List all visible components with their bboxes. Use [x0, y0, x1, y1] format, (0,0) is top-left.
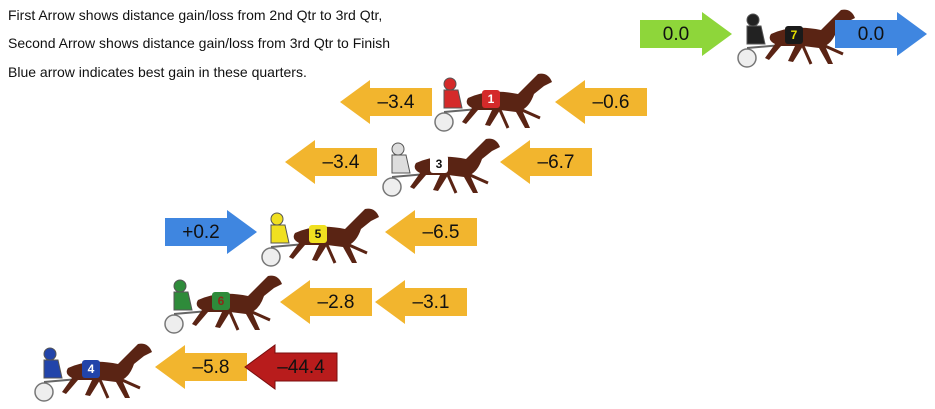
driver-body	[747, 26, 765, 44]
diagram: First Arrow shows distance gain/loss fro…	[0, 0, 935, 409]
page: First Arrow shows distance gain/loss fro…	[0, 0, 935, 409]
horse-body	[410, 139, 500, 193]
driver-body	[44, 360, 62, 378]
arrow-label: –6.7	[538, 152, 575, 173]
horse-icon: 6	[165, 276, 282, 333]
header-line: Blue arrow indicates best gain in these …	[8, 64, 307, 80]
sulky-wheel	[35, 383, 53, 401]
sulky-wheel	[738, 49, 756, 67]
horse-number: 5	[315, 227, 322, 241]
horse-number: 1	[488, 92, 495, 106]
horse-icon: 5	[262, 209, 379, 266]
sulky-wheel	[262, 248, 280, 266]
horse-body	[192, 276, 282, 330]
horse-body	[289, 209, 379, 263]
horse-body	[462, 74, 552, 128]
horse-number: 7	[791, 28, 798, 42]
driver-head	[747, 14, 759, 26]
arrow-label: –3.1	[413, 292, 450, 313]
arrow-label: –2.8	[318, 292, 355, 313]
horse-number: 3	[436, 157, 443, 171]
sulky-wheel	[165, 315, 183, 333]
horse-icon: 1	[435, 74, 552, 131]
driver-head	[174, 280, 186, 292]
driver-body	[444, 90, 462, 108]
horse-body	[62, 344, 152, 398]
arrow-label: –44.4	[277, 357, 325, 378]
driver-head	[444, 78, 456, 90]
driver-head	[271, 213, 283, 225]
horse-icon: 3	[383, 139, 500, 196]
driver-body	[392, 155, 410, 173]
sulky-wheel	[435, 113, 453, 131]
arrow-label: 0.0	[663, 24, 689, 45]
header-line: Second Arrow shows distance gain/loss fr…	[8, 35, 390, 51]
arrow-label: +0.2	[182, 222, 220, 243]
driver-head	[392, 143, 404, 155]
arrow-label: –0.6	[593, 92, 630, 113]
horse-number: 4	[88, 362, 95, 376]
arrow-label: –6.5	[423, 222, 460, 243]
horse-icon: 4	[35, 344, 152, 401]
driver-head	[44, 348, 56, 360]
driver-body	[174, 292, 192, 310]
driver-body	[271, 225, 289, 243]
header-line: First Arrow shows distance gain/loss fro…	[8, 7, 382, 23]
arrow-label: –3.4	[323, 152, 360, 173]
horse-number: 6	[218, 294, 225, 308]
sulky-wheel	[383, 178, 401, 196]
arrow-label: –5.8	[193, 357, 230, 378]
arrow-label: –3.4	[378, 92, 415, 113]
arrow-label: 0.0	[858, 24, 884, 45]
